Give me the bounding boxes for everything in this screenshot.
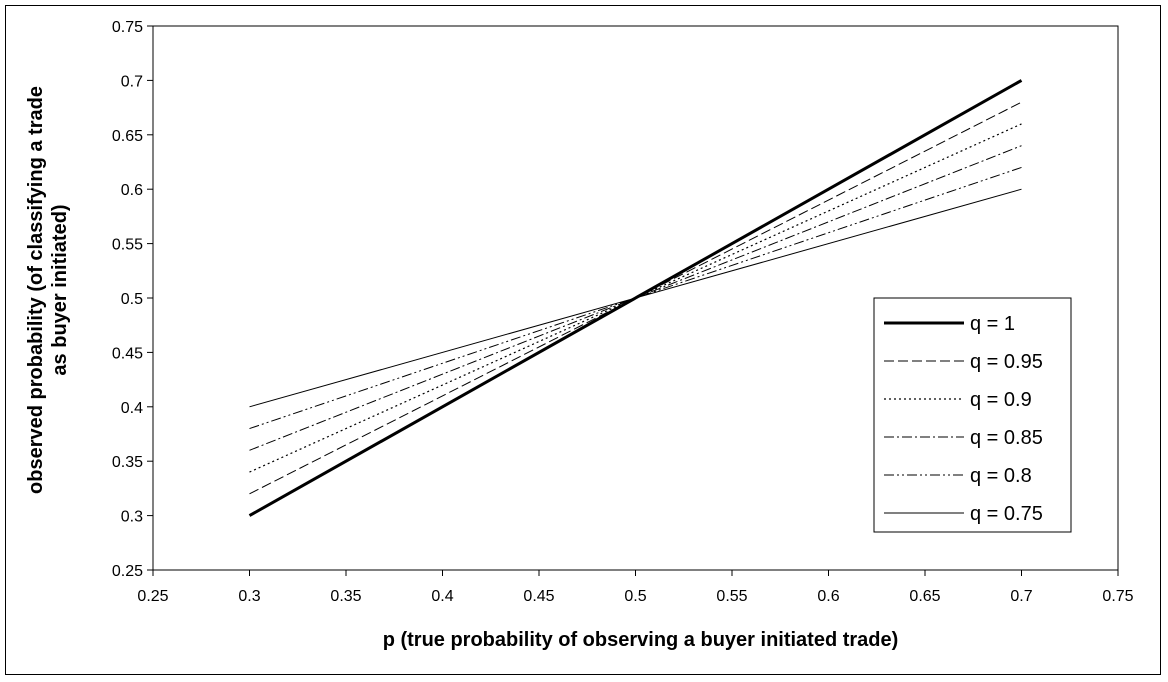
legend-label-0: q = 1 (970, 313, 1015, 335)
legend-label-2: q = 0.9 (970, 389, 1032, 411)
legend-label-1: q = 0.95 (970, 351, 1043, 373)
y-tick-label: 0.5 (121, 291, 143, 308)
y-tick-label: 0.6 (121, 182, 143, 199)
legend: q = 1 q = 0.95 q = 0.9 q = 0.85 q = 0.8 q = 0… (873, 297, 1072, 533)
y-tick-label: 0.4 (121, 400, 143, 417)
x-tick-label: 0.45 (523, 588, 554, 605)
y-tick-label: 0.75 (112, 19, 143, 36)
x-axis-title: p (true probability of observing a buyer… (383, 629, 899, 651)
y-tick-label: 0.55 (112, 237, 143, 254)
x-tick-label: 0.5 (624, 588, 646, 605)
x-axis: 0.25 0.3 0.35 0.4 0.45 0.5 0.55 0.6 0.65 0.7 0.75 (137, 570, 1134, 605)
x-tick-label: 0.75 (1102, 588, 1133, 605)
x-tick-label: 0.3 (238, 588, 260, 605)
x-tick-label: 0.25 (137, 588, 168, 605)
series-line-5 (249, 188, 1022, 408)
x-tick-label: 0.7 (1010, 588, 1032, 605)
legend-label-4: q = 0.8 (970, 465, 1032, 487)
x-tick-label: 0.65 (909, 588, 940, 605)
series-line-1 (249, 101, 1022, 495)
y-axis-title-line-0: observed probability (of classifying a t… (25, 86, 47, 494)
x-tick-label: 0.6 (817, 588, 839, 605)
y-tick-label: 0.7 (121, 73, 143, 90)
series-line-2 (249, 123, 1022, 473)
x-tick-label: 0.55 (716, 588, 747, 605)
legend-box (873, 297, 1072, 533)
x-tick-label: 0.4 (431, 588, 453, 605)
y-tick-label: 0.65 (112, 128, 143, 145)
y-axis-title: observed probability (of classifying a t… (25, 86, 71, 494)
x-tick-label: 0.35 (330, 588, 361, 605)
y-tick-label: 0.35 (112, 454, 143, 471)
y-axis-title-line-1: as buyer initiated) (49, 204, 71, 375)
y-tick-label: 0.3 (121, 509, 143, 526)
series-group (248, 79, 1023, 517)
y-tick-label: 0.25 (112, 563, 143, 580)
legend-label-3: q = 0.85 (970, 427, 1043, 449)
legend-label-5: q = 0.75 (970, 503, 1043, 525)
y-axis: 0.25 0.3 0.35 0.4 0.45 0.5 0.55 0.6 0.65 0.7 0.75 (112, 19, 153, 580)
y-tick-label: 0.45 (112, 345, 143, 362)
